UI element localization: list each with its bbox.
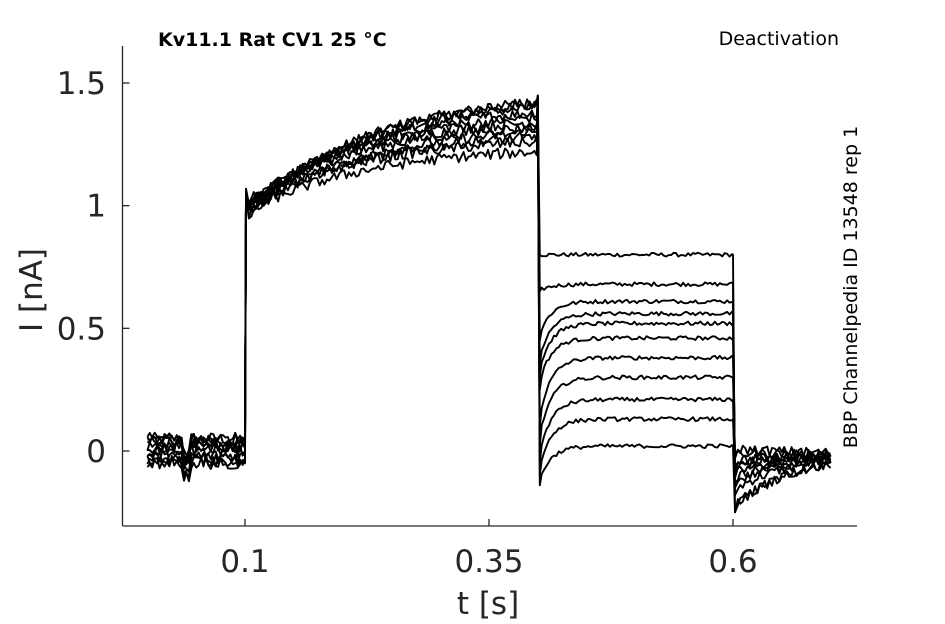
current-trace-10: [147, 95, 832, 477]
x-axis-label: t [s]: [457, 586, 519, 622]
chart-title: Kv11.1 Rat CV1 25 °C: [158, 29, 387, 51]
x-tick-label: 0.6: [708, 544, 757, 580]
y-tick-label: 1: [86, 189, 106, 225]
current-trace-9: [146, 98, 832, 489]
current-trace-1: [146, 98, 831, 514]
y-tick-label: 1.5: [57, 66, 106, 102]
y-tick-label: 0: [86, 434, 106, 470]
chart-subtitle: Deactivation: [719, 28, 839, 50]
x-tick-label: 0.1: [220, 544, 269, 580]
y-axis-label: I [nA]: [14, 248, 50, 332]
x-tick-label: 0.35: [454, 544, 523, 580]
current-trace-7: [147, 98, 832, 467]
x-ticks-group: 0.1 0.35 0.6: [220, 519, 758, 580]
current-trace-11: [146, 96, 832, 514]
channelpedia-id-label: BBP Channelpedia ID 13548 rep 1: [840, 126, 862, 448]
y-ticks-group: 0 0.5 1 1.5: [57, 66, 130, 470]
y-tick-label: 0.5: [57, 311, 106, 347]
traces-group: [146, 94, 832, 514]
